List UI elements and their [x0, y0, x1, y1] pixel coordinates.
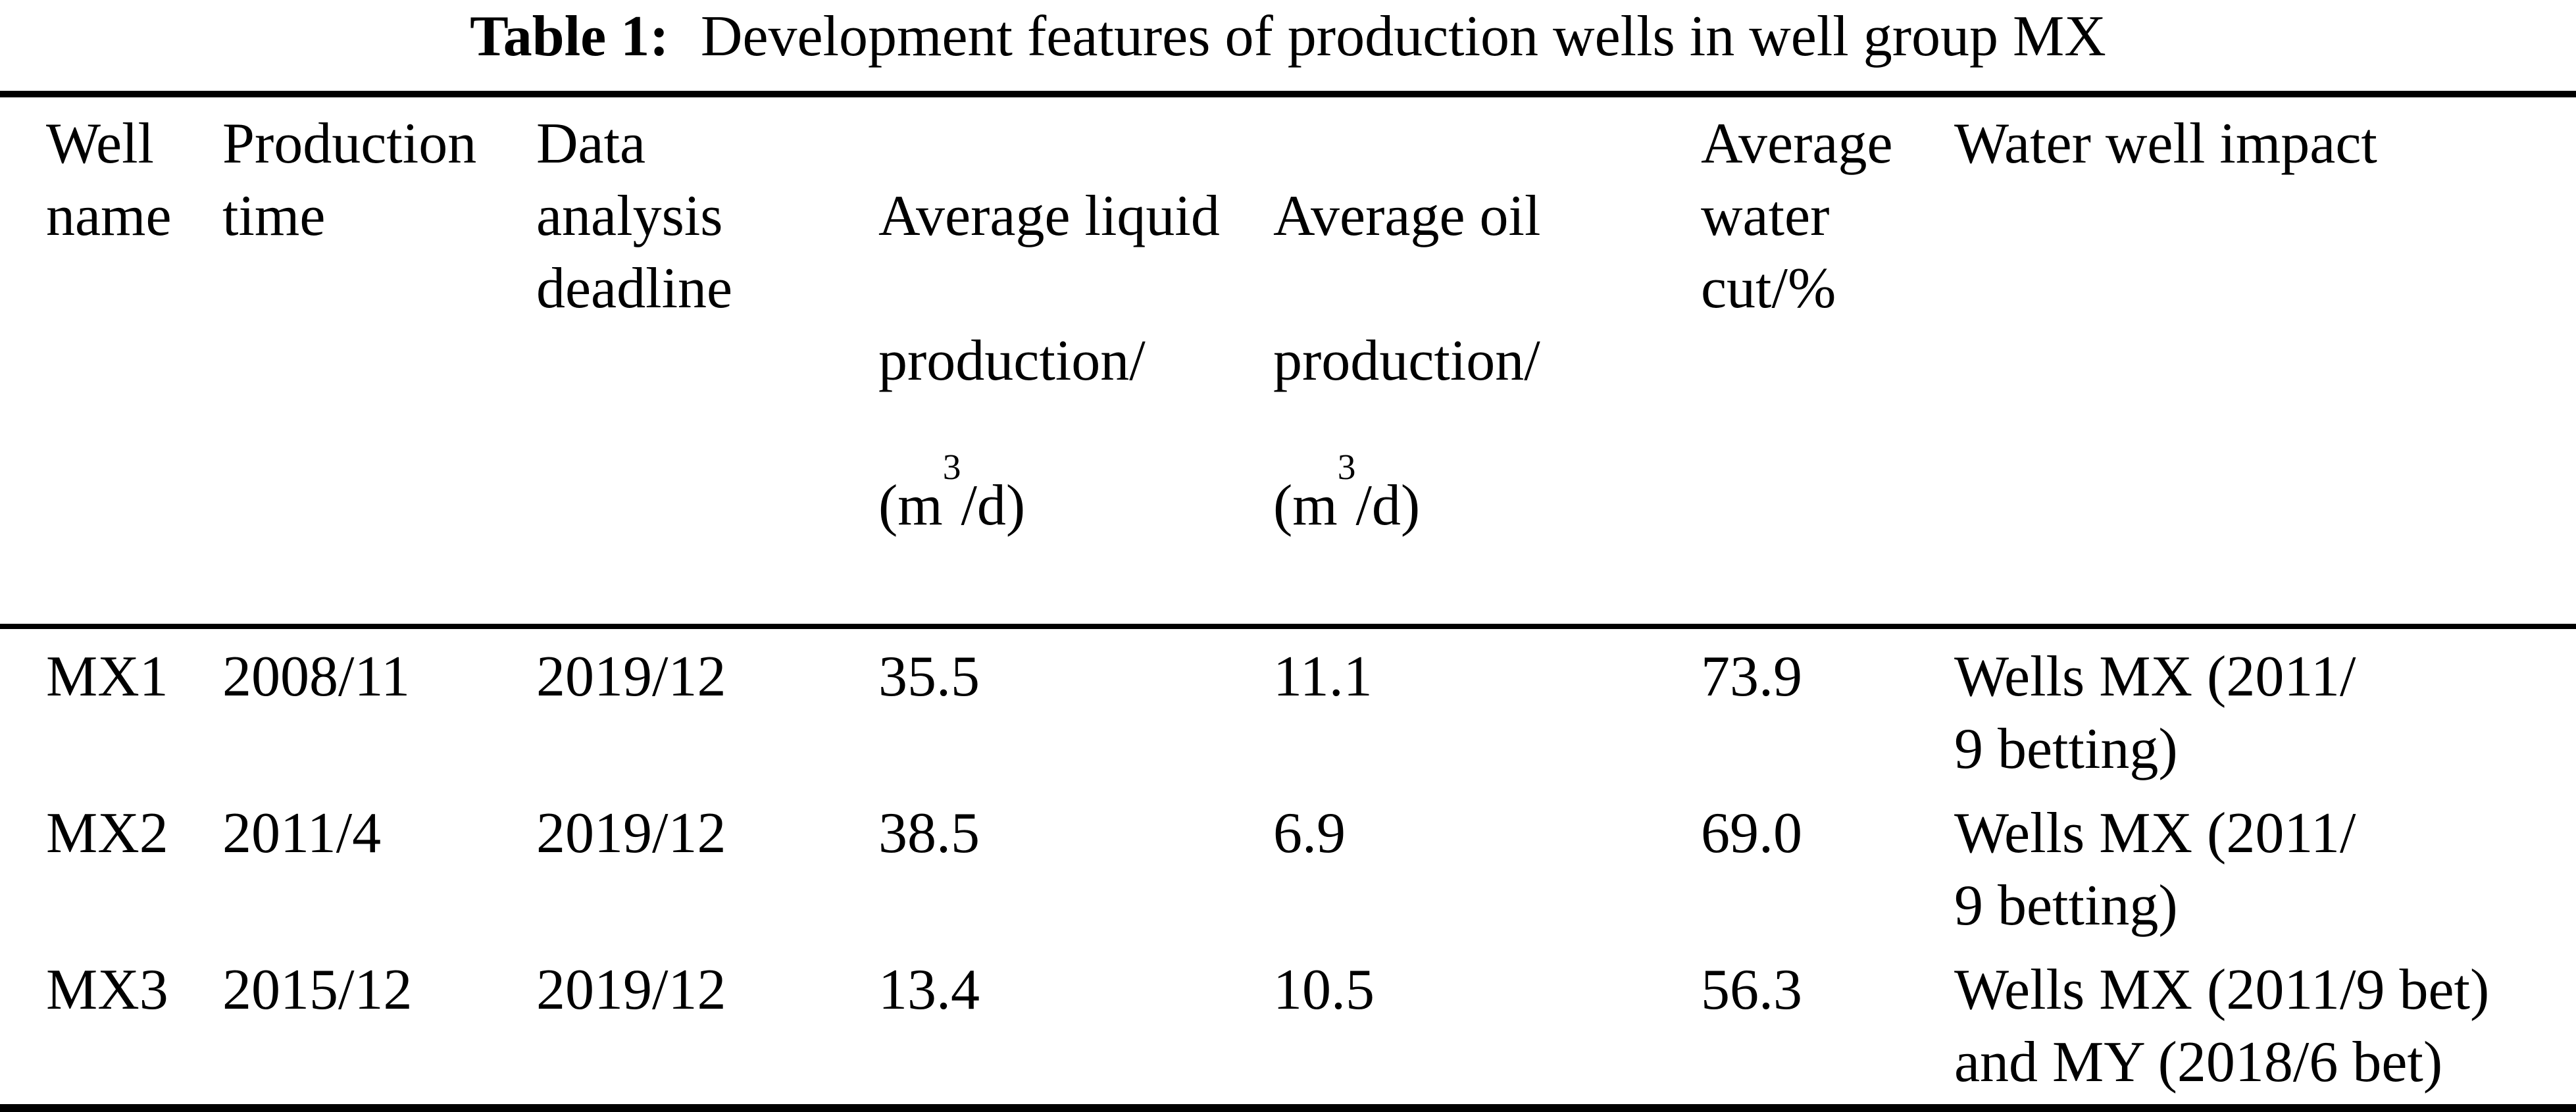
unit-open: (m [1273, 474, 1338, 538]
table-row: MX1 2008/11 2019/12 35.5 11.1 73.9 Wells… [0, 626, 2576, 786]
header-cell-avg-liquid-production: Average liquid production/ (m3/d) [878, 94, 1273, 626]
cell-avg-liquid-production: 13.4 [878, 958, 980, 1022]
header-line: production/ [878, 329, 1146, 393]
cell-avg-oil-production: 11.1 [1273, 645, 1373, 709]
cell-data-analysis-deadline: 2019/12 [536, 645, 726, 709]
table-caption-text: Development features of production wells… [700, 4, 2106, 68]
cell-well-name: MX3 [46, 958, 168, 1022]
header-unit-line: (m3/d) [878, 449, 1273, 542]
table-caption-label: Table 1: [470, 4, 669, 68]
unit-open: (m [878, 474, 943, 538]
header-row: Well name Production time Data analysis … [0, 94, 2576, 626]
header-cell-avg-oil-production: Average oil production/ (m3/d) [1273, 94, 1701, 626]
data-table: Well name Production time Data analysis … [0, 91, 2576, 1112]
cell-avg-water-cut: 56.3 [1701, 958, 1802, 1022]
cell-well-name: MX1 [46, 645, 168, 709]
cell-avg-oil-production: 10.5 [1273, 958, 1375, 1022]
unit-close: /d) [961, 474, 1026, 538]
header-cell-avg-water-cut: Average water cut/% [1701, 112, 1893, 320]
header-line: Average liquid [878, 184, 1220, 248]
cell-data-analysis-deadline: 2019/12 [536, 958, 726, 1022]
header-cell-well-name: Well name [46, 112, 172, 248]
cell-production-time: 2011/4 [222, 801, 382, 865]
cell-avg-liquid-production: 38.5 [878, 801, 980, 865]
cell-water-well-impact: Wells MX (2011/9 bet) and MY (2018/6 bet… [1954, 958, 2490, 1094]
cell-avg-water-cut: 69.0 [1701, 801, 1802, 865]
cell-avg-liquid-production: 35.5 [878, 645, 980, 709]
header-cell-data-analysis-deadline: Data analysis deadline [536, 112, 733, 320]
cell-water-well-impact: Wells MX (2011/ 9 betting) [1954, 801, 2356, 938]
superscript-3: 3 [942, 446, 961, 487]
header-unit-line: (m3/d) [1273, 449, 1701, 542]
table-body: MX1 2008/11 2019/12 35.5 11.1 73.9 Wells… [0, 626, 2576, 1108]
header-cell-water-well-impact: Water well impact [1954, 112, 2377, 176]
cell-avg-oil-production: 6.9 [1273, 801, 1346, 865]
header-line: Average oil [1273, 184, 1541, 248]
cell-production-time: 2008/11 [222, 645, 411, 709]
unit-close: /d) [1355, 474, 1421, 538]
header-line: production/ [1273, 329, 1540, 393]
superscript-3: 3 [1337, 446, 1356, 487]
table-row: MX3 2015/12 2019/12 13.4 10.5 56.3 Wells… [0, 942, 2576, 1108]
table-header: Well name Production time Data analysis … [0, 94, 2576, 626]
cell-production-time: 2015/12 [222, 958, 413, 1022]
cell-water-well-impact: Wells MX (2011/ 9 betting) [1954, 645, 2356, 781]
table-row: MX2 2011/4 2019/12 38.5 6.9 69.0 Wells M… [0, 786, 2576, 942]
cell-avg-water-cut: 73.9 [1701, 645, 1802, 709]
cell-well-name: MX2 [46, 801, 168, 865]
cell-data-analysis-deadline: 2019/12 [536, 801, 726, 865]
header-cell-production-time: Production time [222, 112, 477, 248]
table-caption: Table 1: Development features of product… [0, 0, 2576, 91]
